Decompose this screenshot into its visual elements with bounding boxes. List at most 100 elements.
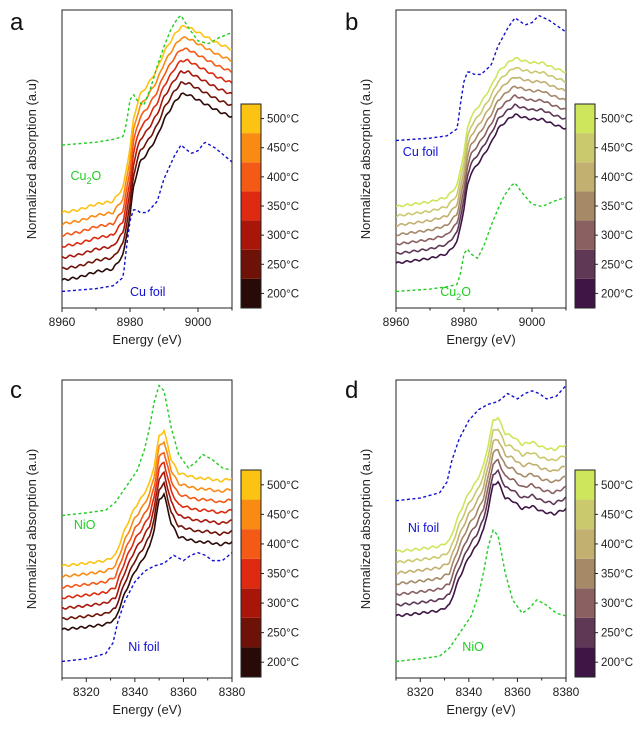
- annotation-text: Cu: [440, 285, 456, 299]
- colorbar-segment: [241, 133, 261, 163]
- reference-line-nio: [396, 528, 566, 663]
- annotation-text: Cu: [71, 169, 87, 183]
- reference-line-cu_foil: [396, 14, 566, 142]
- curves: [396, 385, 566, 663]
- colorbar-segment: [241, 104, 261, 134]
- colorbar-label: 250°C: [601, 628, 633, 640]
- colorbar-label: 250°C: [601, 259, 633, 271]
- series-line-400C: [62, 451, 232, 589]
- annotation-text: NiO: [74, 518, 96, 532]
- reference-line-nio: [62, 384, 232, 517]
- annotation-nio: NiO: [74, 518, 96, 532]
- colorbar-segment: [241, 499, 261, 530]
- reference-line-cu2o: [62, 14, 232, 146]
- curves: [62, 384, 232, 663]
- annotation-ni_foil: Ni foil: [408, 521, 439, 535]
- y-axis-label: Normalized absorption (a.u): [24, 449, 39, 609]
- colorbar-label: 500°C: [601, 114, 633, 126]
- y-axis-label: Normalized absorption (a.u): [24, 79, 39, 239]
- colorbar-segment: [575, 470, 595, 500]
- series-line-400C: [396, 438, 566, 575]
- annotation-text-tail: O: [92, 169, 102, 183]
- annotation-ni_foil: Ni foil: [128, 640, 159, 654]
- colorbar-label: 250°C: [267, 259, 299, 271]
- colorbar-segment: [241, 191, 261, 221]
- colorbar-label: 200°C: [601, 657, 633, 669]
- annotation-text: Cu foil: [130, 285, 165, 299]
- colorbar-label: 400°C: [601, 172, 633, 184]
- series-line-350C: [62, 58, 232, 248]
- reference-line-cu2o: [396, 181, 566, 293]
- series-line-350C: [396, 448, 566, 586]
- colorbar-segment: [575, 529, 595, 559]
- x-tick-label: 8960: [49, 315, 76, 329]
- colorbar-segment: [241, 588, 261, 618]
- colorbar-segment: [575, 191, 595, 221]
- annotation-cu2o: Cu2O: [71, 169, 102, 186]
- reference-line-ni_foil: [62, 551, 232, 663]
- x-tick-label: 8340: [456, 685, 483, 699]
- series-line-350C: [62, 461, 232, 600]
- colorbar-label: 500°C: [267, 114, 299, 126]
- colorbar-segment: [575, 617, 595, 648]
- colorbar-frame: [574, 103, 596, 309]
- series-line-300C: [62, 470, 232, 610]
- x-tick-label: 8340: [122, 685, 149, 699]
- colorbar-label: 200°C: [267, 288, 299, 300]
- colorbar-segment: [575, 647, 595, 677]
- colorbar-label: 450°C: [267, 143, 299, 155]
- colorbar-segment: [241, 470, 261, 500]
- colorbar-segment: [241, 220, 261, 250]
- annotation-cu_foil: Cu foil: [403, 145, 438, 159]
- x-axis-label: Energy (eV): [446, 332, 515, 347]
- series-line-500C: [396, 416, 566, 553]
- series-line-500C: [62, 24, 232, 214]
- curves: [396, 14, 566, 293]
- colorbar-segment: [241, 278, 261, 308]
- annotation-text-tail: O: [461, 285, 471, 299]
- colorbar-segment: [575, 162, 595, 192]
- series-line-450C: [62, 440, 232, 579]
- series-line-300C: [396, 458, 566, 596]
- series-line-350C: [396, 85, 566, 237]
- colorbar-segment: [575, 278, 595, 308]
- colorbar-label: 300°C: [267, 598, 299, 610]
- colorbar-label: 350°C: [267, 201, 299, 213]
- x-tick-label: 9000: [519, 315, 546, 329]
- reference-line-ni_foil: [396, 385, 566, 502]
- colorbar-label: 400°C: [267, 172, 299, 184]
- colorbar-segment: [241, 249, 261, 279]
- colorbar-label: 400°C: [601, 539, 633, 551]
- colorbar-label: 200°C: [601, 288, 633, 300]
- y-axis-label: Normalized absorption (a.u): [358, 79, 373, 239]
- series-line-300C: [396, 93, 566, 246]
- y-axis-label: Normalized absorption (a.u): [358, 449, 373, 609]
- colorbar-label: 300°C: [601, 230, 633, 242]
- plot-frame: [61, 379, 233, 679]
- colorbar-segment: [241, 558, 261, 589]
- series-line-400C: [396, 76, 566, 227]
- curves: [62, 14, 232, 293]
- x-tick-label: 8380: [219, 685, 246, 699]
- colorbar-label: 500°C: [601, 480, 633, 492]
- x-axis-label: Energy (eV): [112, 702, 181, 717]
- series-line-200C: [62, 491, 232, 631]
- x-axis-label: Energy (eV): [446, 702, 515, 717]
- colorbar-label: 350°C: [601, 201, 633, 213]
- colorbar-segment: [575, 558, 595, 589]
- series-line-300C: [62, 69, 232, 260]
- colorbar-label: 450°C: [601, 509, 633, 521]
- series-line-250C: [62, 81, 232, 271]
- reference-line-cu_foil: [62, 141, 232, 293]
- colorbar-segment: [575, 133, 595, 163]
- annotation-text: Cu foil: [403, 145, 438, 159]
- x-axis-label: Energy (eV): [112, 332, 181, 347]
- colorbar-label: 300°C: [601, 598, 633, 610]
- colorbar-frame: [574, 469, 596, 678]
- colorbar-label: 500°C: [267, 480, 299, 492]
- x-tick-label: 8360: [504, 685, 531, 699]
- x-tick-label: 8360: [170, 685, 197, 699]
- x-tick-label: 8980: [117, 315, 144, 329]
- x-tick-label: 8380: [553, 685, 580, 699]
- x-tick-label: 8320: [73, 685, 100, 699]
